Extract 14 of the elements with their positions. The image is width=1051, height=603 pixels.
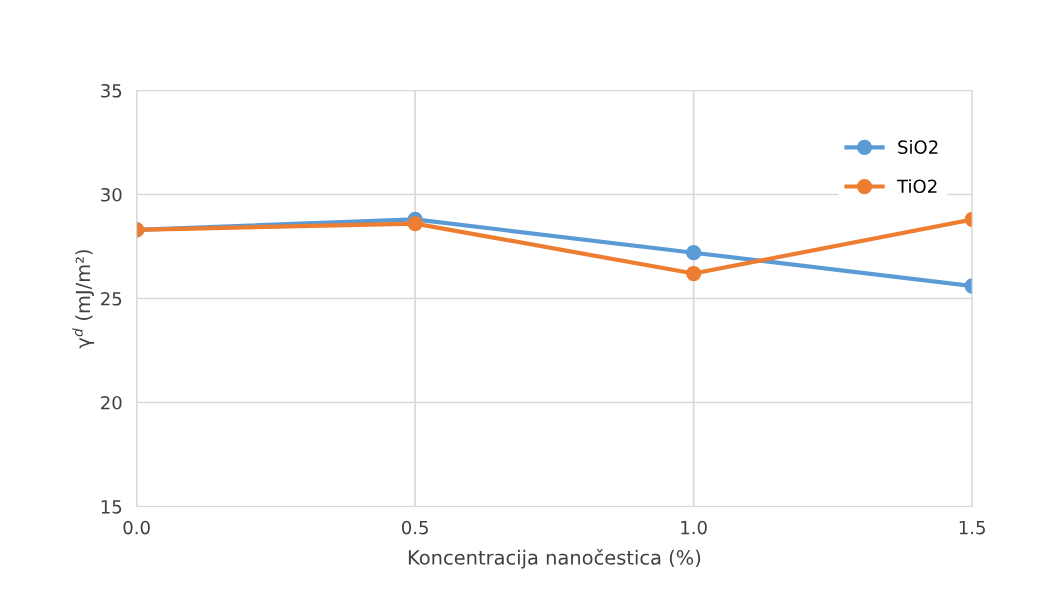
- legend-label: SiO2: [898, 139, 938, 154]
- x-tick-label: 1.5: [959, 520, 985, 535]
- y-tick-label: 25: [101, 291, 122, 306]
- x-axis-title: Koncentracija nanočestica (%): [408, 548, 701, 569]
- point: [686, 245, 702, 261]
- y-tick-label: 35: [101, 83, 122, 98]
- legend-label: TiO2: [896, 179, 937, 194]
- x-tick-label: 0.5: [401, 520, 428, 535]
- y-tick-label: 30: [101, 187, 122, 202]
- x-tick-label: 0.0: [123, 520, 150, 535]
- y-tick-label: 15: [101, 500, 122, 514]
- y-axis-title: γ$^{d}$ (mJ/m²): [72, 250, 95, 349]
- x-tick-label: 1.0: [681, 520, 707, 535]
- y-tick-label: 20: [101, 395, 122, 410]
